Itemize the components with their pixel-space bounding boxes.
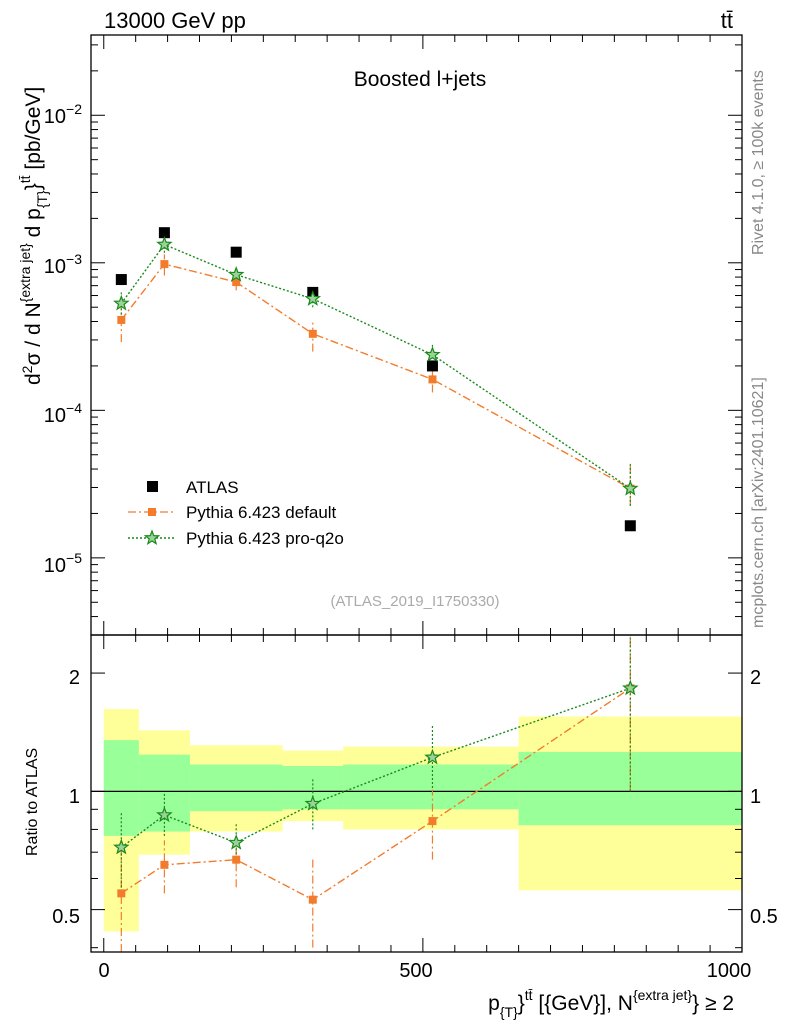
ratio-point-pythia-q2o bbox=[622, 679, 639, 696]
ratio-ylabel: Ratio to ATLAS bbox=[24, 748, 41, 856]
legend-marker-atlas bbox=[147, 481, 158, 492]
xlabel: p{T}}tt̄ [{GeV}], N{extra jet}} ≥ 2 bbox=[488, 987, 734, 1020]
data-point-pythia-q2o bbox=[227, 266, 245, 282]
legend-label-atlas: ATLAS bbox=[186, 478, 239, 497]
data-point-atlas bbox=[230, 246, 242, 258]
ratio-point-pythia-default bbox=[308, 895, 317, 904]
legend-item-pythia-default: Pythia 6.423 default bbox=[128, 503, 337, 522]
xtick-label-1000: 1000 bbox=[707, 960, 752, 982]
legend: ATLAS Pythia 6.423 default Pythia 6.423 … bbox=[128, 478, 344, 548]
ratio-ytick-label-2-left: 2 bbox=[69, 667, 80, 689]
legend-label-pythia-q2o: Pythia 6.423 pro-q2o bbox=[186, 529, 344, 548]
data-point-atlas bbox=[115, 274, 127, 286]
ratio-panel: 2 1 0.5 2 1 0.5 Ratio to ATLAS 0 500 100… bbox=[24, 634, 778, 1020]
data-point-pythia-default bbox=[308, 329, 317, 338]
uncertainty-band-green bbox=[138, 754, 190, 832]
ytick-label-1e-4: 10−4 bbox=[44, 400, 82, 427]
legend-label-pythia-default: Pythia 6.423 default bbox=[186, 503, 337, 522]
data-point-atlas bbox=[624, 520, 636, 532]
process-label: tt̄ bbox=[721, 8, 733, 33]
ratio-line-pythia-q2o bbox=[120, 687, 631, 848]
main-ylabel: d2σ / d N{extra jet} d p{T}}tt̄ [pb/GeV] bbox=[17, 87, 50, 385]
uncertainty-band-green bbox=[343, 764, 519, 810]
energy-label: 13000 GeV pp bbox=[104, 8, 246, 33]
analysis-id: (ATLAS_2019_I1750330) bbox=[330, 593, 499, 610]
ratio-ytick-label-05-left: 0.5 bbox=[52, 906, 80, 928]
xtick-label-500: 500 bbox=[399, 960, 432, 982]
main-ytick-labels: 10−2 10−3 10−4 10−5 bbox=[44, 101, 82, 577]
legend-item-atlas: ATLAS bbox=[147, 478, 239, 497]
data-point-pythia-default bbox=[428, 375, 437, 384]
data-point-pythia-default bbox=[232, 278, 241, 287]
ratio-point-pythia-default bbox=[117, 889, 126, 898]
rivet-label: Rivet 4.1.0, ≥ 100k events bbox=[750, 70, 767, 255]
plot-title: Boosted l+jets bbox=[354, 68, 487, 91]
ytick-label-1e-3: 10−3 bbox=[44, 251, 82, 278]
ratio-point-pythia-q2o bbox=[113, 838, 130, 855]
mcplots-label: mcplots.cern.ch [arXiv:2401.10621] bbox=[750, 377, 767, 628]
series-line-pythia-q2o bbox=[120, 243, 631, 490]
ratio-point-pythia-q2o bbox=[156, 806, 173, 823]
ratio-point-pythia-q2o bbox=[227, 834, 245, 850]
ratio-ytick-label-1-right: 1 bbox=[750, 786, 761, 808]
uncertainty-band-green bbox=[189, 764, 283, 812]
ratio-plot-area bbox=[91, 635, 743, 952]
ratio-ytick-label-2-right: 2 bbox=[750, 667, 761, 689]
data-point-pythia-default bbox=[117, 315, 126, 324]
data-point-atlas bbox=[426, 360, 438, 372]
data-point-pythia-q2o bbox=[156, 235, 173, 252]
ratio-point-pythia-default bbox=[160, 860, 169, 869]
legend-marker-pythia-q2o bbox=[143, 529, 161, 546]
ratio-point-pythia-default bbox=[232, 855, 241, 864]
xtick-label-0: 0 bbox=[98, 960, 109, 982]
series-line-pythia-default bbox=[120, 263, 631, 490]
legend-marker-pythia-default bbox=[148, 508, 156, 516]
main-panel: Boosted l+jets (ATLAS_2019_I1750330) 10−… bbox=[17, 34, 743, 636]
data-point-pythia-q2o bbox=[622, 479, 639, 496]
data-point-atlas bbox=[158, 227, 170, 239]
main-plot-area bbox=[91, 35, 743, 636]
data-point-pythia-q2o bbox=[424, 346, 441, 362]
ytick-label-1e-2: 10−2 bbox=[44, 101, 82, 128]
ytick-label-1e-5: 10−5 bbox=[44, 550, 82, 577]
ratio-point-pythia-q2o bbox=[424, 748, 441, 765]
data-point-pythia-default bbox=[160, 260, 169, 269]
legend-item-pythia-q2o: Pythia 6.423 pro-q2o bbox=[128, 529, 344, 548]
data-point-pythia-q2o bbox=[113, 294, 130, 311]
ratio-frame bbox=[90, 634, 743, 953]
uncertainty-band-green bbox=[103, 740, 139, 836]
ratio-ytick-label-05-right: 0.5 bbox=[750, 906, 778, 928]
ratio-ytick-label-1-left: 1 bbox=[69, 786, 80, 808]
ratio-point-pythia-default bbox=[428, 817, 437, 826]
ratio-line-pythia-default bbox=[120, 687, 631, 901]
ratio-point-pythia-q2o bbox=[304, 795, 322, 811]
data-point-pythia-q2o bbox=[304, 290, 322, 306]
